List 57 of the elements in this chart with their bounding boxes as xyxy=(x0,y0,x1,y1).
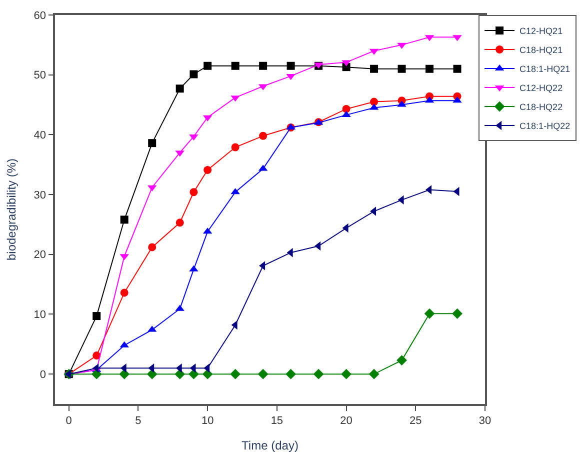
y-axis-title: biodegradibility (%) xyxy=(4,158,19,261)
y-tick-label: 60 xyxy=(34,10,46,22)
x-tick-label: 10 xyxy=(201,414,214,427)
point xyxy=(342,104,350,113)
point xyxy=(230,368,241,380)
point xyxy=(426,64,434,73)
point xyxy=(313,368,324,380)
y-tick-label: 20 xyxy=(34,249,46,262)
point xyxy=(120,288,128,297)
point xyxy=(190,188,198,196)
legend-label: C18:1-HQ22 xyxy=(520,121,570,132)
x-tick-label: 0 xyxy=(66,414,72,427)
x-tick-label: 5 xyxy=(135,414,142,427)
point xyxy=(231,143,240,152)
point xyxy=(202,368,213,380)
x-tick-label: 15 xyxy=(270,414,284,427)
x-axis-title: Time (day) xyxy=(242,438,298,452)
point xyxy=(176,218,184,227)
y-tick-label: 50 xyxy=(34,70,46,82)
point xyxy=(258,368,268,380)
point xyxy=(176,84,184,93)
point xyxy=(370,98,378,106)
point xyxy=(92,352,101,360)
y-tick-label: 30 xyxy=(34,189,46,202)
x-tick-label: 25 xyxy=(410,414,422,427)
legend-label: C18:1-HQ21 xyxy=(520,64,570,74)
y-tick-label: 40 xyxy=(34,130,46,142)
point xyxy=(259,62,268,70)
point xyxy=(146,368,158,380)
point xyxy=(370,64,378,73)
point xyxy=(453,64,462,73)
y-tick-label: 10 xyxy=(34,309,46,322)
point xyxy=(424,308,435,319)
point xyxy=(396,355,407,366)
point xyxy=(91,368,102,380)
point xyxy=(398,64,406,73)
point xyxy=(286,368,296,380)
y-tick-label: 0 xyxy=(40,368,46,381)
point xyxy=(148,243,156,252)
point xyxy=(259,132,268,140)
point xyxy=(204,62,212,70)
point xyxy=(120,216,128,224)
point xyxy=(204,166,212,174)
point xyxy=(286,62,295,70)
legend-label: C18-HQ21 xyxy=(520,45,563,56)
legend-label: C12-HQ22 xyxy=(520,83,563,94)
point xyxy=(368,368,380,380)
point xyxy=(452,308,462,319)
legend-label: C12-HQ21 xyxy=(520,26,563,36)
legend-label: C18-HQ22 xyxy=(520,102,563,112)
point xyxy=(341,368,352,380)
x-tick-label: 30 xyxy=(478,414,492,427)
point xyxy=(231,62,240,70)
point xyxy=(148,139,156,148)
point xyxy=(190,70,198,78)
point xyxy=(92,312,101,320)
x-tick-label: 20 xyxy=(340,414,352,427)
